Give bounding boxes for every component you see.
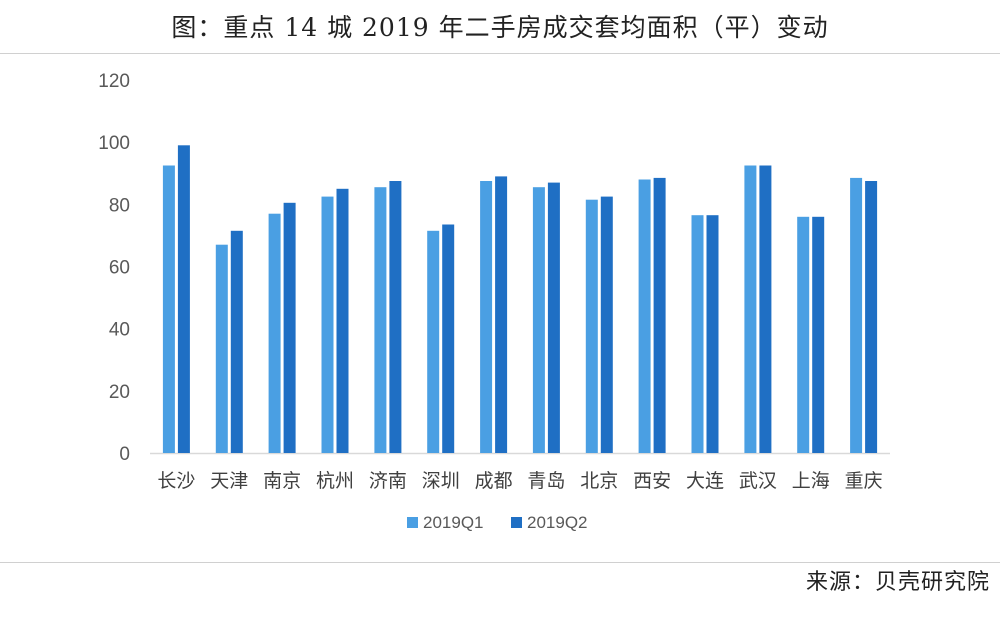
bar-2019q2-11 — [759, 165, 772, 453]
bar-2019q2-4 — [389, 181, 402, 453]
x-tick-label: 长沙 — [157, 470, 195, 492]
bar-2019q2-0 — [177, 145, 190, 454]
x-tick-label: 深圳 — [422, 470, 460, 492]
bar-2019q1-2 — [268, 213, 281, 453]
legend-label: 2019Q1 — [423, 513, 484, 532]
bar-2019q1-6 — [480, 181, 493, 453]
bottom-divider — [0, 562, 1000, 563]
legend: 2019Q1 2019Q2 — [407, 513, 588, 532]
bar-2019q1-5 — [427, 230, 440, 453]
x-tick-label: 武汉 — [739, 470, 777, 492]
bar-2019q2-9 — [653, 177, 666, 453]
bar-2019q1-4 — [374, 187, 387, 453]
x-tick-label: 南京 — [263, 470, 301, 492]
bar-2019q2-1 — [230, 230, 243, 453]
chart-title: 图：重点 14 城 2019 年二手房成交套均面积（平）变动 — [171, 13, 829, 42]
y-tick-label: 40 — [109, 320, 130, 341]
bar-2019q1-12 — [797, 216, 810, 453]
top-divider — [0, 53, 1000, 54]
bar-2019q1-9 — [638, 179, 651, 453]
bar-2019q2-12 — [812, 216, 825, 453]
y-tick-label: 60 — [109, 258, 130, 279]
legend-swatch-2019q1 — [407, 517, 418, 528]
y-tick-label: 20 — [109, 382, 130, 403]
y-axis-ticks: 0 20 40 60 80 100 120 — [98, 71, 130, 465]
bar-2019q2-10 — [706, 215, 719, 453]
bar-2019q1-8 — [585, 199, 598, 453]
y-tick-label: 0 — [119, 444, 130, 465]
source-note: 来源：贝壳研究院 — [805, 570, 990, 595]
bar-2019q2-6 — [495, 176, 508, 453]
x-tick-label: 大连 — [686, 470, 724, 492]
y-tick-label: 100 — [98, 133, 130, 154]
y-tick-label: 80 — [109, 195, 130, 216]
bar-2019q1-1 — [215, 244, 228, 453]
bar-chart: 0 20 40 60 80 100 120 长沙 天津 南京 杭州 济南 深圳 成都 青岛 北京 西安 大连 武汉… — [98, 71, 890, 532]
x-tick-label: 北京 — [580, 470, 618, 492]
bar-2019q1-13 — [850, 177, 863, 453]
title-bar: 图：重点 14 城 2019 年二手房成交套均面积（平）变动 — [0, 0, 1000, 52]
bar-2019q2-7 — [547, 182, 560, 453]
x-tick-label: 杭州 — [316, 470, 354, 492]
x-axis-labels: 长沙 天津 南京 杭州 济南 深圳 成都 青岛 北京 西安 大连 武汉 上海 重庆 — [157, 470, 882, 492]
bar-2019q1-7 — [532, 187, 545, 453]
x-tick-label: 成都 — [475, 470, 513, 492]
bar-2019q2-2 — [283, 202, 296, 453]
bar-2019q1-10 — [691, 215, 704, 453]
bar-2019q1-0 — [162, 165, 175, 453]
bar-2019q1-3 — [321, 196, 334, 453]
legend-label: 2019Q2 — [527, 513, 588, 532]
bars-group — [162, 145, 878, 454]
x-tick-label: 天津 — [210, 470, 248, 492]
x-tick-label: 重庆 — [845, 470, 883, 492]
x-tick-label: 济南 — [369, 470, 407, 492]
bar-2019q2-3 — [336, 188, 349, 454]
bar-2019q2-8 — [600, 196, 613, 453]
legend-swatch-2019q2 — [511, 517, 522, 528]
bar-2019q1-11 — [744, 165, 757, 453]
y-tick-label: 120 — [98, 71, 130, 92]
x-tick-label: 青岛 — [527, 470, 565, 492]
bar-2019q2-13 — [865, 181, 878, 453]
x-tick-label: 上海 — [792, 470, 830, 492]
bar-2019q2-5 — [442, 224, 455, 453]
x-tick-label: 西安 — [633, 470, 671, 492]
